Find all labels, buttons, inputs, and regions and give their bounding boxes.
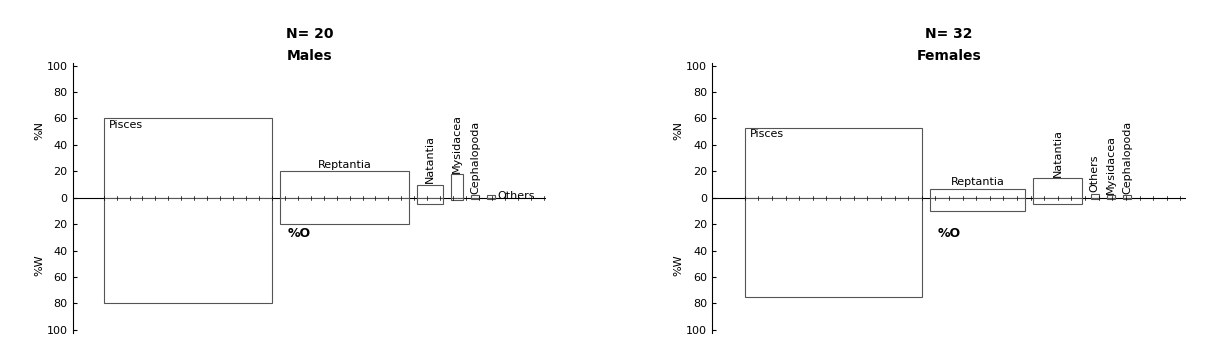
Text: Reptantia: Reptantia: [317, 160, 371, 170]
Bar: [417, 198, 443, 204]
Bar: [417, 184, 443, 198]
Bar: [1123, 198, 1131, 199]
Bar: [745, 128, 922, 198]
Bar: [1107, 198, 1116, 199]
Bar: [1090, 194, 1099, 198]
Bar: [450, 174, 463, 198]
Title: Females: Females: [916, 49, 981, 63]
Text: %W: %W: [674, 254, 684, 276]
Text: Natantia: Natantia: [1053, 128, 1062, 177]
Bar: [930, 189, 1025, 198]
Text: %O: %O: [288, 227, 311, 240]
Text: Pisces: Pisces: [750, 129, 784, 139]
Bar: [1107, 195, 1116, 198]
Bar: [471, 195, 479, 198]
Text: Cephalopoda: Cephalopoda: [1122, 120, 1133, 194]
Text: Reptantia: Reptantia: [951, 177, 1004, 187]
Bar: [1033, 178, 1083, 198]
Bar: [930, 198, 1025, 211]
Text: Natantia: Natantia: [425, 135, 434, 183]
Text: %W: %W: [34, 254, 45, 276]
Text: Others: Others: [497, 191, 535, 202]
Text: N= 20: N= 20: [286, 27, 333, 41]
Bar: [1123, 195, 1131, 198]
Bar: [280, 198, 409, 224]
Bar: [104, 119, 272, 198]
Bar: [471, 198, 479, 199]
Bar: [745, 198, 922, 297]
Bar: [1033, 198, 1083, 204]
Bar: [1090, 198, 1099, 199]
Text: Pisces: Pisces: [109, 120, 143, 130]
Text: Others: Others: [1089, 155, 1100, 193]
Text: Mysidacea: Mysidacea: [1106, 135, 1116, 194]
Bar: [104, 198, 272, 303]
Text: %O: %O: [938, 227, 961, 240]
Text: Mysidacea: Mysidacea: [453, 114, 462, 173]
Title: Males: Males: [287, 49, 333, 63]
Text: Cephalopoda: Cephalopoda: [471, 120, 480, 194]
Bar: [280, 172, 409, 198]
Bar: [450, 198, 463, 201]
Text: %N: %N: [34, 121, 45, 140]
Bar: [486, 198, 495, 199]
Text: N= 32: N= 32: [926, 27, 973, 41]
Bar: [486, 195, 495, 198]
Text: %N: %N: [674, 121, 684, 140]
